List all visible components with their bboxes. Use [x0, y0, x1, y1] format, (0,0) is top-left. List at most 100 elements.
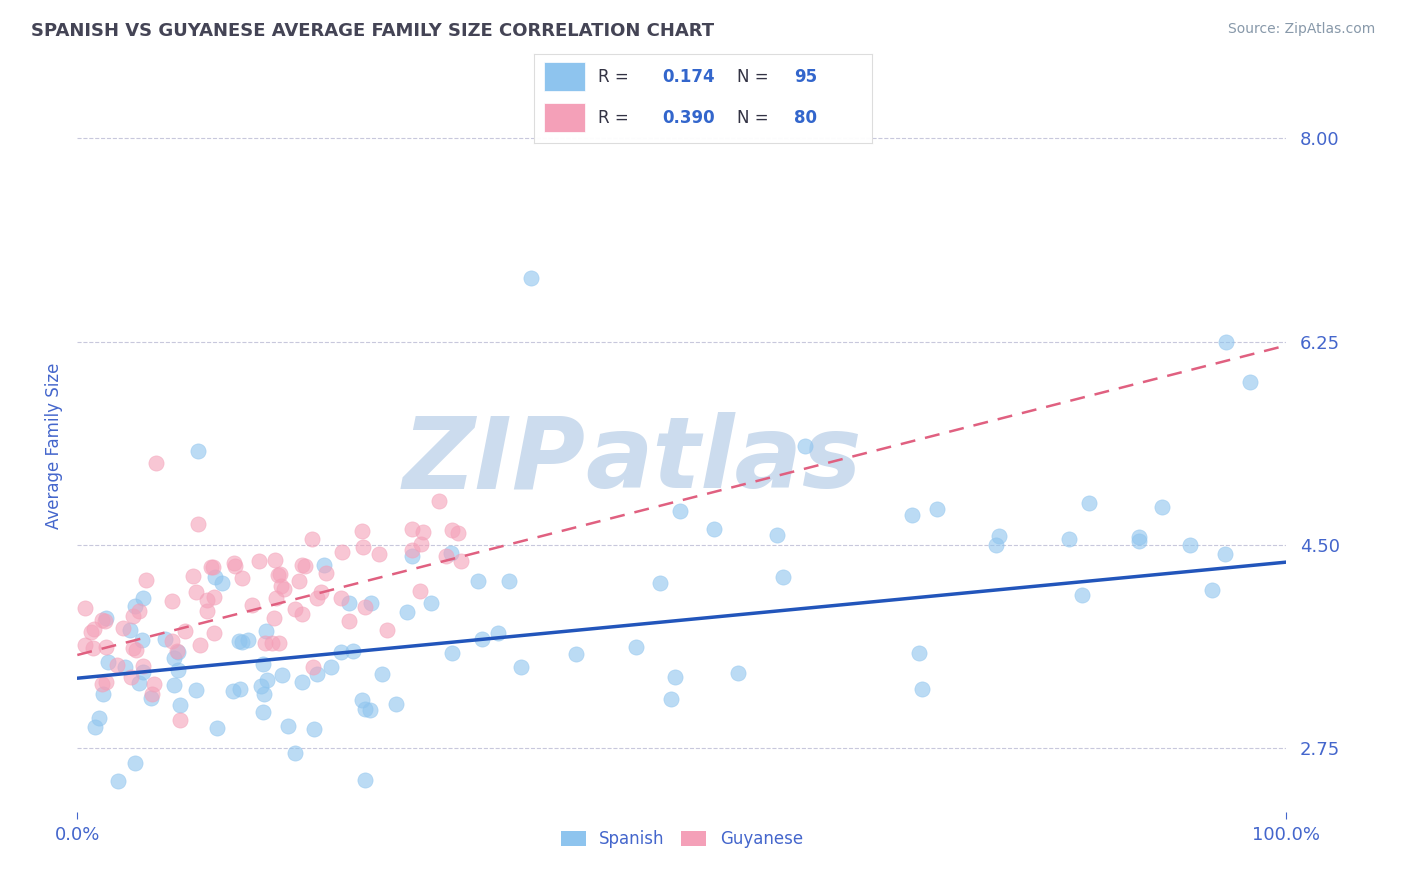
Point	[342, 644, 364, 658]
Point	[200, 559, 222, 574]
Point	[166, 644, 188, 658]
Point	[128, 604, 150, 618]
Point	[262, 636, 284, 650]
Point	[254, 624, 277, 639]
Point	[264, 553, 287, 567]
Point	[727, 666, 749, 681]
Point	[401, 549, 423, 564]
Point	[332, 545, 354, 559]
Point	[80, 625, 103, 640]
Point	[163, 650, 186, 665]
Point	[1057, 532, 1080, 546]
Point	[301, 533, 323, 547]
Point	[352, 693, 374, 707]
Point	[1201, 582, 1223, 597]
Point	[96, 611, 118, 625]
Point	[409, 584, 432, 599]
Point	[664, 670, 686, 684]
Point	[83, 622, 105, 636]
Point	[624, 640, 647, 655]
Point	[174, 624, 197, 639]
Point	[205, 721, 228, 735]
Point	[162, 594, 184, 608]
Point	[470, 632, 492, 646]
Text: SPANISH VS GUYANESE AVERAGE FAMILY SIZE CORRELATION CHART: SPANISH VS GUYANESE AVERAGE FAMILY SIZE …	[31, 22, 714, 40]
Point	[1215, 334, 1237, 349]
Point	[135, 573, 157, 587]
Point	[315, 566, 337, 581]
Point	[1178, 538, 1201, 552]
Point	[202, 590, 225, 604]
Text: atlas: atlas	[585, 412, 862, 509]
Y-axis label: Average Family Size: Average Family Size	[45, 363, 63, 529]
Legend: Spanish, Guyanese: Spanish, Guyanese	[554, 823, 810, 855]
Point	[565, 647, 588, 661]
Point	[911, 681, 934, 696]
Point	[467, 574, 489, 588]
Point	[401, 522, 423, 536]
Point	[337, 596, 360, 610]
Point	[401, 542, 423, 557]
Point	[267, 636, 290, 650]
Point	[169, 713, 191, 727]
Point	[228, 633, 250, 648]
Point	[107, 774, 129, 789]
Point	[330, 591, 353, 606]
Point	[291, 607, 314, 622]
Point	[766, 528, 789, 542]
Text: N =: N =	[737, 109, 768, 127]
Point	[236, 633, 259, 648]
Point	[132, 658, 155, 673]
Point	[277, 719, 299, 733]
Point	[291, 558, 314, 572]
Point	[1150, 500, 1173, 515]
Point	[311, 585, 333, 599]
Point	[240, 598, 263, 612]
Point	[263, 611, 285, 625]
Point	[122, 641, 145, 656]
Point	[395, 605, 418, 619]
Point	[124, 642, 146, 657]
Point	[96, 675, 118, 690]
Point	[284, 746, 307, 760]
Point	[659, 692, 682, 706]
Point	[772, 570, 794, 584]
Point	[352, 540, 374, 554]
Point	[231, 571, 253, 585]
Point	[249, 554, 271, 568]
Point	[90, 613, 112, 627]
Point	[142, 677, 165, 691]
Point	[91, 687, 114, 701]
Point	[73, 601, 96, 615]
Point	[354, 702, 377, 716]
Point	[195, 605, 218, 619]
Point	[252, 705, 274, 719]
Text: N =: N =	[737, 68, 768, 86]
Point	[253, 636, 276, 650]
Point	[411, 536, 433, 550]
Point	[440, 546, 463, 560]
Point	[73, 638, 96, 652]
Text: R =: R =	[599, 68, 628, 86]
Point	[184, 683, 207, 698]
Point	[486, 626, 509, 640]
Point	[648, 575, 671, 590]
Point	[498, 574, 520, 588]
Point	[520, 270, 543, 285]
Bar	[544, 103, 585, 132]
Point	[187, 444, 209, 458]
Point	[97, 655, 120, 669]
Point	[204, 570, 226, 584]
Point	[224, 556, 246, 570]
Point	[166, 663, 188, 677]
Point	[509, 660, 531, 674]
Point	[141, 687, 163, 701]
Point	[291, 675, 314, 690]
Point	[269, 567, 291, 582]
Text: 95: 95	[794, 68, 817, 86]
Point	[187, 516, 209, 531]
Point	[294, 558, 316, 573]
Point	[211, 576, 233, 591]
Point	[253, 687, 276, 701]
Point	[166, 645, 188, 659]
